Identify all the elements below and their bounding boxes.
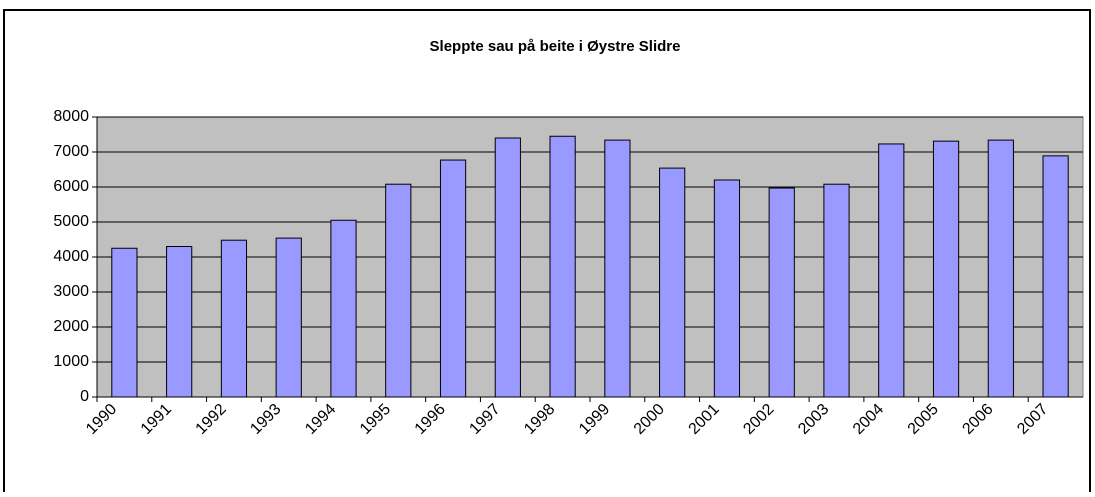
bar <box>987 139 1014 398</box>
bar <box>659 167 686 398</box>
bar <box>768 187 795 398</box>
y-tick-label: 8000 <box>53 108 89 125</box>
bar <box>823 183 850 398</box>
bar <box>439 159 467 398</box>
y-tick-label: 0 <box>80 388 89 405</box>
y-tick-label: 4000 <box>53 248 89 265</box>
y-tick-label: 3000 <box>53 283 89 300</box>
bar <box>111 247 138 398</box>
bar <box>494 137 521 398</box>
bar <box>166 246 193 398</box>
y-tick-label: 7000 <box>53 143 89 160</box>
bar <box>275 237 302 398</box>
bar <box>932 140 960 398</box>
bar <box>604 139 631 398</box>
bar <box>220 239 248 398</box>
y-tick-label: 1000 <box>53 353 89 370</box>
y-tick-label: 6000 <box>53 178 89 195</box>
chart-title: Sleppte sau på beite i Øystre Slidre <box>430 38 681 55</box>
y-tick-label: 2000 <box>53 318 89 335</box>
y-tick-label: 5000 <box>53 213 89 230</box>
bar <box>385 183 412 398</box>
bar <box>878 143 905 398</box>
bar <box>330 219 357 398</box>
bar <box>1042 155 1069 398</box>
bar <box>713 179 741 398</box>
bar <box>549 135 576 398</box>
